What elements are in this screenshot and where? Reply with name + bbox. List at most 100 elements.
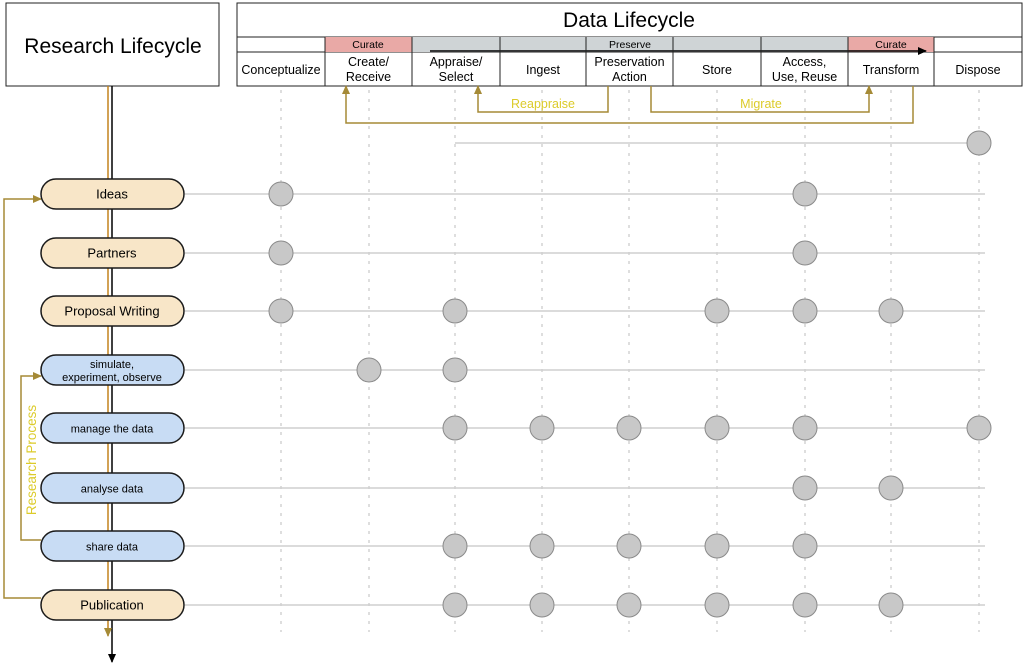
phase-pill[interactable] — [40, 472, 185, 504]
stage-node — [704, 533, 730, 559]
stage-label-line: Dispose — [955, 63, 1000, 77]
stage-node — [792, 475, 818, 501]
research-process-label: Research Process — [24, 405, 39, 516]
phase-pill[interactable] — [40, 354, 185, 386]
phase-label: simulate, experiment, observe — [62, 359, 162, 384]
stage-node — [792, 298, 818, 324]
phase-label: analyse data — [81, 484, 144, 496]
preserve-band — [412, 37, 848, 52]
stage-node — [442, 592, 468, 618]
stage-node — [792, 181, 818, 207]
research-lifecycle-box — [5, 2, 220, 87]
stage-node — [442, 298, 468, 324]
phase-row: Publication — [40, 589, 904, 621]
band-label-preserve: Preserve — [609, 39, 651, 51]
stage-label-line: Access, — [783, 55, 827, 69]
phase-row: Ideas — [40, 178, 818, 210]
stage-label: Access, Use, Reuse — [772, 55, 837, 84]
band-label-curate-left: Curate — [352, 39, 384, 51]
stage-node — [268, 240, 294, 266]
stage-node — [616, 415, 642, 441]
stage-label-line: Select — [439, 70, 474, 84]
band-label-curate-right: Curate — [875, 39, 907, 51]
stage-label-line: Receive — [346, 70, 391, 84]
stage-label-line: Transform — [863, 63, 920, 77]
phase-row: manage the data — [40, 412, 992, 444]
stage-label-line: Appraise/ — [430, 55, 483, 69]
data-lifecycle-title: Data Lifecycle — [563, 9, 695, 32]
stage-node — [356, 357, 382, 383]
stage-node — [268, 298, 294, 324]
curate-band-left — [325, 37, 412, 52]
phase-pill[interactable] — [40, 589, 185, 621]
stage-node — [792, 415, 818, 441]
stage-node — [792, 592, 818, 618]
publication-feedback-loop — [3, 195, 42, 599]
stage-node — [616, 533, 642, 559]
phase-pill[interactable] — [40, 530, 185, 562]
stage-node — [704, 415, 730, 441]
stage-label-line: Conceptualize — [241, 63, 320, 77]
migrate-loop — [650, 85, 873, 113]
stage-label: Create/Receive — [346, 55, 391, 84]
stage-node — [442, 415, 468, 441]
stage-node — [704, 592, 730, 618]
stage-label: Conceptualize — [241, 63, 320, 77]
reappraise-label: Reappraise — [511, 97, 575, 111]
stage-label: Appraise/Select — [430, 55, 483, 84]
phase-label: Ideas — [96, 187, 128, 202]
stage-node — [268, 181, 294, 207]
stage-label: Ingest — [526, 63, 561, 77]
stage-label-line: Store — [702, 63, 732, 77]
phase-rows: Ideas Partners Proposal Writing simulate, ex… — [40, 178, 992, 621]
phase-label: Partners — [87, 246, 137, 261]
stage-node — [616, 592, 642, 618]
research-lifecycle-title: Research Lifecycle — [24, 35, 201, 58]
stage-node — [878, 298, 904, 324]
stage-node — [792, 240, 818, 266]
stage-dividers — [324, 37, 935, 86]
stage-node — [704, 298, 730, 324]
phase-row: Proposal Writing — [40, 295, 904, 327]
stage-label: Dispose — [955, 63, 1000, 77]
phase-pill[interactable] — [40, 412, 185, 444]
phase-label-line: experiment, observe — [62, 372, 162, 384]
stage-node — [442, 533, 468, 559]
stage-node — [966, 130, 992, 156]
research-process-loop — [20, 372, 42, 541]
row-lines — [185, 193, 985, 606]
stage-node — [529, 533, 555, 559]
stage-node — [442, 357, 468, 383]
phase-label: manage the data — [71, 424, 154, 436]
phase-pill[interactable] — [40, 295, 185, 327]
stage-label: Transform — [863, 63, 920, 77]
stage-node — [878, 592, 904, 618]
stage-label: Store — [702, 63, 732, 77]
phase-label: Publication — [80, 598, 144, 613]
stage-node — [792, 533, 818, 559]
stage-label-line: Preservation — [594, 55, 664, 69]
stage-label: Preservation Action — [594, 55, 664, 84]
phase-row: share data — [40, 530, 818, 562]
stage-label-line: Action — [612, 70, 647, 84]
phase-pill[interactable] — [40, 237, 185, 269]
phase-label: share data — [86, 542, 139, 554]
outer-loop — [342, 85, 914, 124]
migrate-label: Migrate — [740, 97, 782, 111]
curate-band-right — [848, 37, 934, 52]
stage-node — [529, 415, 555, 441]
stage-node — [966, 415, 992, 441]
phase-label-line: simulate, — [90, 359, 134, 371]
phase-row: analyse data — [40, 472, 904, 504]
stage-label-line: Ingest — [526, 63, 561, 77]
phase-label: Proposal Writing — [64, 304, 159, 319]
stage-labels: Conceptualize Create/Receive Appraise/Sele… — [241, 55, 1000, 84]
phase-pill[interactable] — [40, 178, 185, 210]
stage-label-line: Create/ — [348, 55, 390, 69]
stage-node — [878, 475, 904, 501]
dispose-row — [455, 130, 992, 156]
phase-row: Partners — [40, 237, 818, 269]
phase-row: simulate, experiment, observe — [40, 354, 468, 386]
stage-label-line: Use, Reuse — [772, 70, 837, 84]
